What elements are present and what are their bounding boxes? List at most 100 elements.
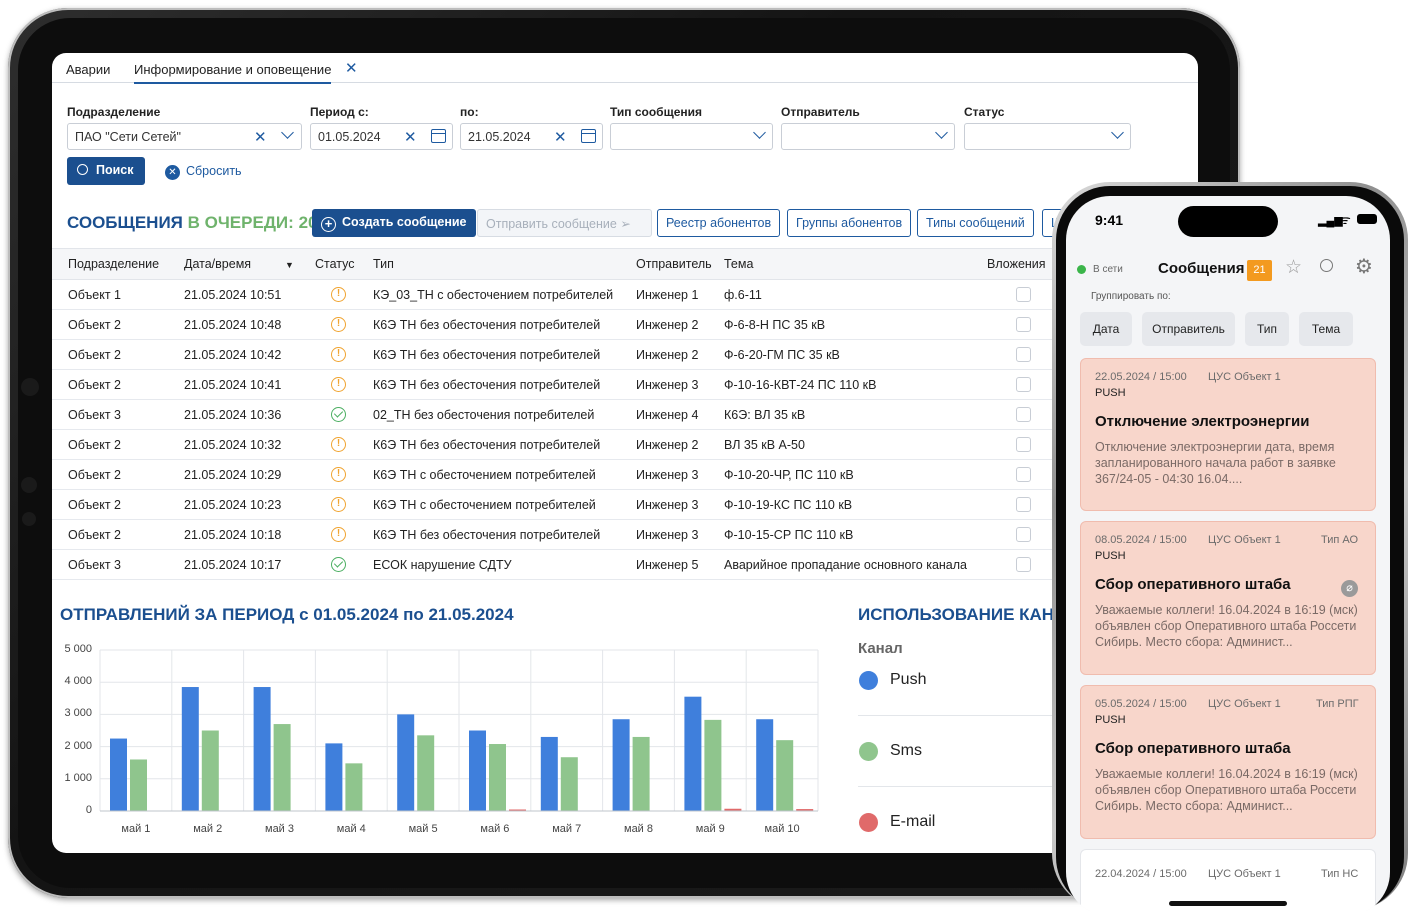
group-date-button[interactable]: Дата <box>1080 312 1132 346</box>
bar-sms[interactable] <box>632 736 650 811</box>
group-sender-button[interactable]: Отправитель <box>1142 312 1235 346</box>
bar-push[interactable] <box>397 714 415 811</box>
status-pending-icon: ! <box>331 317 346 332</box>
legend-push[interactable]: Push <box>890 671 927 688</box>
bar-push[interactable] <box>181 687 199 811</box>
table-row[interactable]: Объект 1 21.05.2024 10:51 КЭ_03_ТН с обест… <box>52 280 1198 310</box>
message-card[interactable]: 05.05.2024 / 15:00 ЦУС Объект 1 Тип РПГ … <box>1080 685 1376 839</box>
x-tick-label: май 10 <box>764 823 800 835</box>
msg-type-select[interactable] <box>610 123 773 150</box>
bar-push[interactable] <box>110 738 127 811</box>
col-topic[interactable]: Тема <box>724 257 754 271</box>
table-row[interactable]: Объект 3 21.05.2024 10:17 ЕСОК нарушение С… <box>52 550 1198 580</box>
cell-type: К6Э ТН без обесточения потребителей <box>373 348 601 362</box>
calendar-icon[interactable] <box>431 129 446 143</box>
bar-push[interactable] <box>469 730 486 812</box>
bar-sms[interactable] <box>489 744 506 811</box>
create-message-button[interactable]: + Создать сообщение <box>312 209 476 237</box>
legend-divider <box>858 786 1198 787</box>
calendar-icon[interactable] <box>581 129 596 143</box>
table-row[interactable]: Объект 2 21.05.2024 10:23 К6Э ТН с обесточ… <box>52 490 1198 520</box>
attachment-checkbox[interactable] <box>1016 287 1031 302</box>
cell-div: Объект 2 <box>68 438 121 452</box>
col-attachments[interactable]: Вложения <box>987 257 1046 271</box>
attachment-checkbox[interactable] <box>1016 317 1031 332</box>
sender-select[interactable] <box>781 123 955 150</box>
gear-icon[interactable]: ⚙ <box>1355 256 1373 278</box>
registry-button[interactable]: Реестр абонентов <box>657 209 781 237</box>
cell-sender: Инженер 4 <box>636 408 699 422</box>
bar-sms[interactable] <box>417 735 435 811</box>
bar-sms[interactable] <box>130 759 147 811</box>
clear-icon[interactable]: ✕ <box>554 129 567 146</box>
bar-e-mail[interactable] <box>796 809 814 811</box>
status-select[interactable] <box>964 123 1131 150</box>
table-row[interactable]: Объект 3 21.05.2024 10:36 02_ТН без обесто… <box>52 400 1198 430</box>
bar-push[interactable] <box>612 719 630 811</box>
period-to-field[interactable]: 21.05.2024 ✕ <box>460 123 603 150</box>
clear-icon[interactable]: ✕ <box>254 129 267 146</box>
attachment-checkbox[interactable] <box>1016 377 1031 392</box>
bar-push[interactable] <box>253 687 271 811</box>
bar-sms[interactable] <box>345 763 363 811</box>
star-icon[interactable]: ☆ <box>1285 257 1303 278</box>
chevron-down-icon[interactable] <box>1111 126 1124 139</box>
bar-e-mail[interactable] <box>509 809 526 812</box>
table-row[interactable]: Объект 2 21.05.2024 10:48 К6Э ТН без обест… <box>52 310 1198 340</box>
col-datetime[interactable]: Дата/время <box>184 257 252 271</box>
attachment-checkbox[interactable] <box>1016 347 1031 362</box>
period-from-label: Период с: <box>310 105 369 119</box>
message-card[interactable]: 08.05.2024 / 15:00 ЦУС Объект 1 Тип АО P… <box>1080 521 1376 675</box>
tab-accidents[interactable]: Аварии <box>66 62 111 77</box>
col-division[interactable]: Подразделение <box>68 257 160 271</box>
col-status[interactable]: Статус <box>315 257 355 271</box>
table-row[interactable]: Объект 2 21.05.2024 10:18 К6Э ТН без обест… <box>52 520 1198 550</box>
bar-push[interactable] <box>325 743 343 811</box>
tab-close-icon[interactable]: ✕ <box>345 60 358 77</box>
send-message-button[interactable]: Отправить сообщение ➢ <box>477 209 652 237</box>
division-select[interactable]: ПАО "Сети Сетей" ✕ <box>67 123 302 150</box>
chevron-down-icon[interactable] <box>935 126 948 139</box>
col-sender[interactable]: Отправитель <box>636 257 712 271</box>
attachment-checkbox[interactable] <box>1016 407 1031 422</box>
home-indicator[interactable] <box>1169 901 1287 906</box>
wifi-icon: ᯤ <box>1339 212 1351 227</box>
bar-sms[interactable] <box>704 719 722 811</box>
sent-title: ОТПРАВЛЕНИЙ ЗА ПЕРИОД с 01.05.2024 по 21… <box>60 605 514 624</box>
attachment-checkbox[interactable] <box>1016 437 1031 452</box>
clear-icon[interactable]: ✕ <box>404 129 417 146</box>
attachment-checkbox[interactable] <box>1016 467 1031 482</box>
attachment-checkbox[interactable] <box>1016 497 1031 512</box>
groups-button[interactable]: Группы абонентов <box>787 209 912 237</box>
search-button[interactable]: Поиск <box>67 157 145 185</box>
search-icon[interactable] <box>1320 259 1333 272</box>
group-type-button[interactable]: Тип <box>1245 312 1289 346</box>
bar-sms[interactable] <box>201 730 219 812</box>
bar-sms[interactable] <box>776 740 794 811</box>
col-type[interactable]: Тип <box>373 257 394 271</box>
period-from-field[interactable]: 01.05.2024 ✕ <box>310 123 453 150</box>
message-card[interactable]: 22.05.2024 / 15:00 ЦУС Объект 1 PUSH Отк… <box>1080 358 1376 511</box>
group-topic-button[interactable]: Тема <box>1299 312 1353 346</box>
attachment-icon[interactable]: ⌀ <box>1341 580 1358 597</box>
sort-down-icon[interactable]: ▼ <box>285 260 294 270</box>
bar-sms[interactable] <box>560 757 578 811</box>
table-row[interactable]: Объект 2 21.05.2024 10:29 К6Э ТН с обесточ… <box>52 460 1198 490</box>
bar-push[interactable] <box>540 736 558 811</box>
y-tick-label: 3 000 <box>64 707 92 720</box>
legend-sms[interactable]: Sms <box>890 742 922 759</box>
bar-push[interactable] <box>684 696 702 811</box>
bar-push[interactable] <box>756 719 774 811</box>
attachment-checkbox[interactable] <box>1016 557 1031 572</box>
table-row[interactable]: Объект 2 21.05.2024 10:41 К6Э ТН без обест… <box>52 370 1198 400</box>
bar-sms[interactable] <box>273 724 291 811</box>
reset-button[interactable]: ✕ Сбросить <box>165 164 242 180</box>
message-card[interactable]: 22.04.2024 / 15:00 ЦУС Объект 1 Тип НС <box>1080 849 1376 911</box>
types-button[interactable]: Типы сообщений <box>917 209 1034 237</box>
bar-e-mail[interactable] <box>724 808 742 811</box>
attachment-checkbox[interactable] <box>1016 527 1031 542</box>
table-row[interactable]: Объект 2 21.05.2024 10:32 К6Э ТН без обест… <box>52 430 1198 460</box>
tab-notifications[interactable]: Информирование и оповещение <box>134 62 332 84</box>
legend-e-mail[interactable]: E-mail <box>890 813 936 830</box>
table-row[interactable]: Объект 2 21.05.2024 10:42 К6Э ТН без обест… <box>52 340 1198 370</box>
